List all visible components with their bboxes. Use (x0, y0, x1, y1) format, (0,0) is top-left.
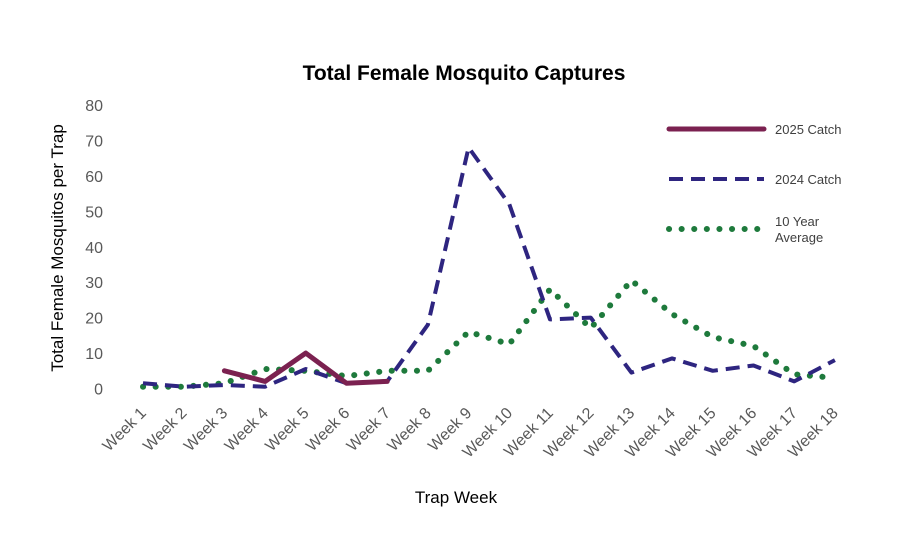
y-tick-label: 10 (85, 346, 103, 363)
y-tick-label: 20 (85, 311, 103, 328)
x-tick-label: Week 4 (222, 405, 272, 455)
x-tick-label: Week 7 (344, 405, 394, 455)
series-lines (140, 145, 838, 390)
x-tick-label: Week 8 (385, 405, 435, 455)
y-tick-label: 30 (85, 275, 103, 292)
legend-label-10-year-average: Average (775, 230, 823, 245)
y-tick-label: 40 (85, 240, 103, 257)
series-line-10-year-average (140, 277, 838, 390)
y-tick-label: 70 (85, 133, 103, 150)
x-tick-label: Week 1 (100, 405, 150, 455)
x-tick-label: Week 5 (262, 405, 312, 455)
series-line-2025-catch (221, 350, 390, 386)
y-axis-title: Total Female Mosquitos per Trap (48, 124, 67, 372)
y-axis-ticks: 0 10 20 30 40 50 60 70 80 (85, 98, 103, 399)
legend-label-10-year-average: 10 Year (775, 214, 820, 229)
x-axis-title: Trap Week (415, 488, 498, 507)
x-tick-label: Week 6 (303, 405, 353, 455)
y-tick-label: 50 (85, 204, 103, 221)
legend-label-2025-catch: 2025 Catch (775, 122, 842, 137)
series-line-2024-catch (142, 145, 836, 389)
y-tick-label: 60 (85, 169, 103, 186)
y-tick-label: 80 (85, 98, 103, 115)
x-tick-label: Week 3 (181, 405, 231, 455)
chart-title: Total Female Mosquito Captures (303, 62, 626, 85)
y-tick-label: 0 (94, 382, 103, 399)
x-tick-label: Week 2 (140, 405, 190, 455)
legend-label-2024-catch: 2024 Catch (775, 172, 842, 187)
